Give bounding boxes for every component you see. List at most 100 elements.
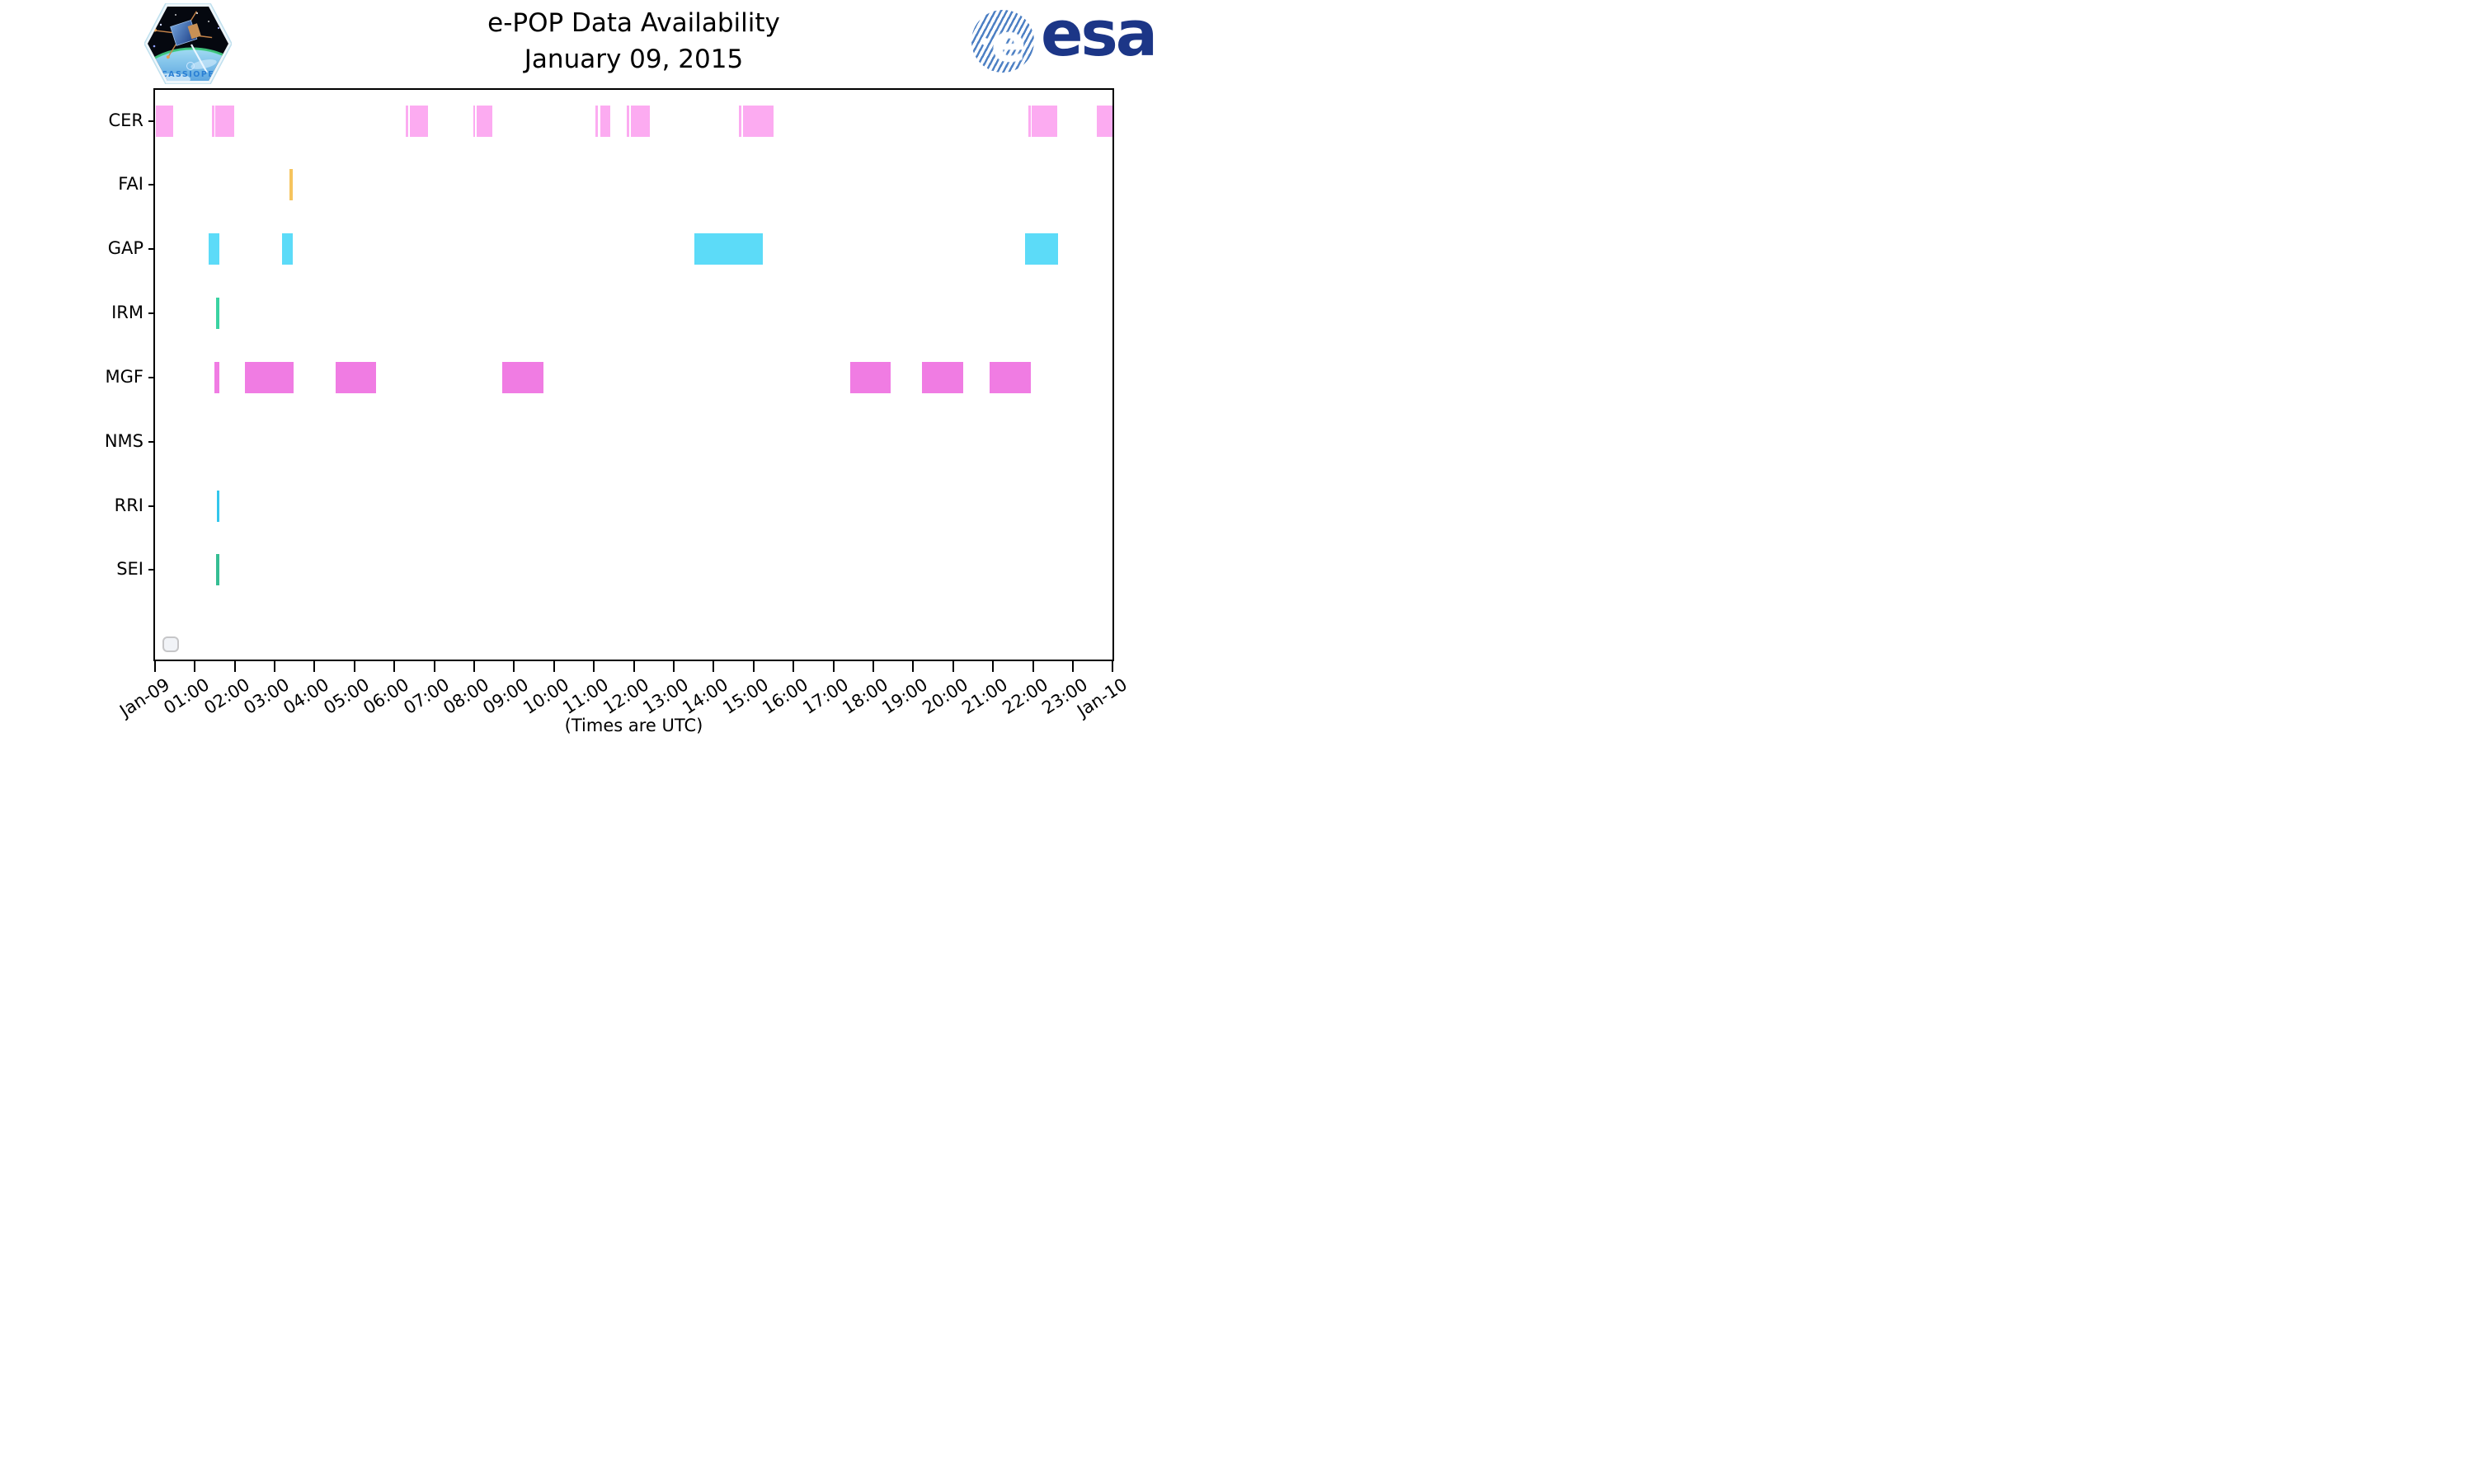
- patch-beam: [190, 44, 208, 73]
- availability-bar-cer: [155, 105, 173, 137]
- availability-bar-mgf: [214, 361, 219, 393]
- patch-satellite: [153, 11, 213, 59]
- availability-bar-mgf: [849, 361, 891, 393]
- x-tick-03:00: [274, 661, 276, 672]
- x-tick-09:00: [513, 661, 515, 672]
- x-tick-02:00: [233, 661, 236, 672]
- x-tick-12:00: [633, 661, 635, 672]
- availability-bar-mgf: [989, 361, 1032, 393]
- y-tick-mgf: [148, 376, 154, 378]
- x-tick-label-12:00: 12:00: [599, 674, 652, 719]
- availability-bar-cer: [1099, 105, 1113, 137]
- x-tick-label-17:00: 17:00: [798, 674, 852, 719]
- x-tick-label-02:00: 02:00: [200, 674, 253, 719]
- availability-bar-cer: [595, 105, 599, 137]
- x-tick-label-13:00: 13:00: [639, 674, 693, 719]
- availability-bar-cer: [215, 105, 235, 137]
- plot-spine-right: [1112, 88, 1114, 661]
- x-tick-label-05:00: 05:00: [320, 674, 373, 719]
- x-tick-23:00: [1072, 661, 1075, 672]
- availability-bar-fai: [289, 169, 294, 201]
- availability-bar-mgf: [501, 361, 544, 393]
- x-tick-17:00: [832, 661, 835, 672]
- row-label-mgf: MGF: [105, 366, 143, 387]
- x-tick-19:00: [912, 661, 915, 672]
- x-tick-label-09:00: 09:00: [479, 674, 533, 719]
- x-tick-20:00: [952, 661, 954, 672]
- row-label-rri: RRI: [114, 495, 143, 515]
- x-tick-label-06:00: 06:00: [360, 674, 413, 719]
- x-tick-05:00: [353, 661, 355, 672]
- x-tick-14:00: [713, 661, 715, 672]
- x-tick-label-11:00: 11:00: [559, 674, 613, 719]
- x-tick-label-20:00: 20:00: [919, 674, 971, 719]
- plot-spine-top: [153, 88, 1114, 90]
- y-tick-rri: [148, 505, 154, 507]
- row-label-irm: IRM: [111, 303, 143, 323]
- row-label-fai: FAI: [118, 174, 143, 195]
- availability-bar-cer: [600, 105, 610, 137]
- availability-bar-cer: [212, 105, 214, 137]
- x-tick-label-19:00: 19:00: [878, 674, 932, 719]
- availability-bar-cer: [1028, 105, 1031, 137]
- x-tick-22:00: [1032, 661, 1034, 672]
- x-tick-label-07:00: 07:00: [399, 674, 453, 719]
- availability-bar-cer: [1096, 105, 1099, 137]
- row-label-gap: GAP: [107, 238, 143, 259]
- x-tick-21:00: [992, 661, 995, 672]
- x-tick-label-14:00: 14:00: [679, 674, 732, 719]
- x-tick-07:00: [433, 661, 435, 672]
- x-tick-13:00: [673, 661, 675, 672]
- x-tick-15:00: [752, 661, 755, 672]
- cassiope-mission-patch: CASSIOPE: [143, 2, 233, 85]
- y-tick-sei: [148, 569, 154, 571]
- row-label-cer: CER: [108, 110, 143, 130]
- y-tick-nms: [148, 440, 154, 443]
- x-tick-label-18:00: 18:00: [839, 674, 892, 719]
- availability-bar-mgf: [336, 361, 377, 393]
- availability-bar-cer: [405, 105, 408, 137]
- chart-title-block: e-POP Data Availability January 09, 2015: [247, 5, 1020, 77]
- x-tick-label-22:00: 22:00: [998, 674, 1051, 719]
- x-tick-10:00: [553, 661, 555, 672]
- epop-availability-page: CASSIOPE e-POP Data Availability January…: [0, 0, 1237, 742]
- availability-bar-irm: [216, 298, 219, 330]
- x-tick-label-10:00: 10:00: [520, 674, 572, 719]
- reset-view-button[interactable]: [162, 636, 179, 652]
- y-tick-cer: [148, 120, 154, 122]
- availability-bar-cer: [473, 105, 476, 137]
- row-label-nms: NMS: [104, 430, 143, 451]
- availability-bar-sei: [215, 554, 220, 586]
- x-tick-jan-10: [1112, 661, 1114, 672]
- x-tick-04:00: [313, 661, 316, 672]
- x-tick-01:00: [194, 661, 196, 672]
- availability-bar-cer: [626, 105, 629, 137]
- availability-bar-rri: [216, 490, 219, 522]
- x-tick-06:00: [393, 661, 396, 672]
- x-tick-label-21:00: 21:00: [958, 674, 1012, 719]
- availability-bar-cer: [1032, 105, 1057, 137]
- patch-aurora: [148, 47, 228, 81]
- x-tick-18:00: [872, 661, 875, 672]
- plot-spine-bottom-time-axis: [153, 660, 1114, 661]
- chart-title: e-POP Data Availability: [487, 8, 780, 38]
- x-tick-08:00: [473, 661, 476, 672]
- x-tick-jan-09: [153, 661, 156, 672]
- esa-globe-icon: e: [971, 10, 1034, 73]
- x-tick-label-08:00: 08:00: [440, 674, 493, 719]
- x-axis-note: (Times are UTC): [564, 716, 703, 735]
- esa-globe-letter: e: [991, 13, 1027, 73]
- y-tick-fai: [148, 184, 154, 186]
- row-label-sei: SEI: [116, 559, 143, 580]
- esa-logo: e esa: [971, 0, 1161, 77]
- availability-bar-gap: [694, 233, 763, 265]
- availability-bar-cer: [738, 105, 742, 137]
- plot-spine-left: [153, 88, 155, 661]
- x-tick-11:00: [593, 661, 595, 672]
- chart-subtitle-date: January 09, 2015: [524, 45, 744, 74]
- cassiope-patch-graphic: CASSIOPE: [143, 2, 233, 85]
- availability-bar-gap: [282, 233, 294, 265]
- availability-bar-mgf: [244, 361, 294, 393]
- esa-wordmark: esa: [1041, 0, 1158, 70]
- availability-bar-gap: [209, 233, 220, 265]
